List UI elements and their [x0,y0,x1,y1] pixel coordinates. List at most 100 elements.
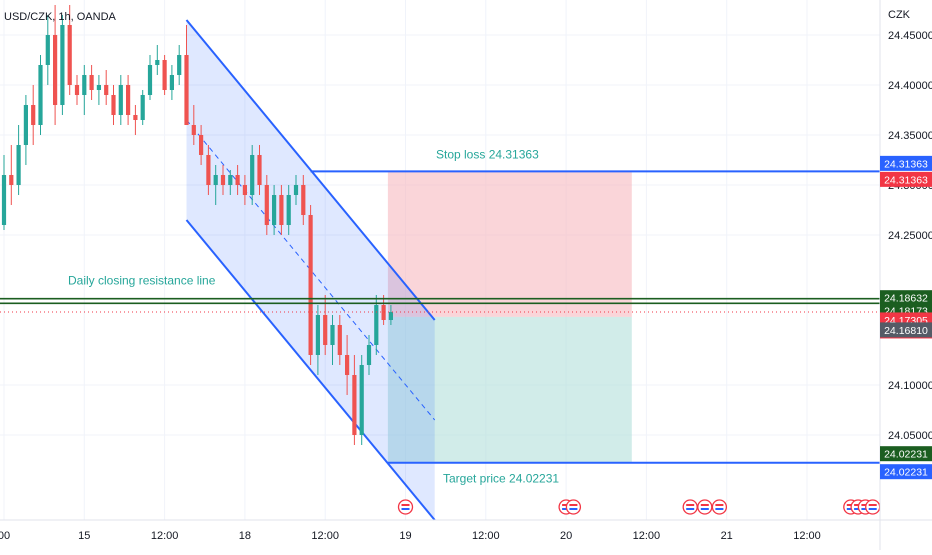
candle-body [31,105,36,125]
price-badge: 24.31363 [880,171,932,187]
price-badge-bg [880,446,932,462]
candle-body [293,185,299,195]
candle-body [162,60,167,90]
candle-body [228,175,233,185]
flag-icon-stripe [569,508,578,510]
candle-body [67,25,72,85]
candle-body [359,365,364,435]
candle [9,145,14,205]
flag-icon-stripe [401,508,410,510]
time-tick-label: 15 [78,530,90,542]
flag-icon-stripe [700,508,709,510]
time-tick-label: 12:00 [472,530,500,542]
price-badge: 24.02231 [880,464,932,480]
candle [286,185,291,235]
price-tick-label: 24.35000 [888,130,932,142]
candle [177,45,182,85]
candle [60,15,65,115]
price-badge-value: 24.31363 [884,174,928,186]
stop-loss-zone [387,171,632,317]
candle-body [337,325,342,355]
price-badge: 24.18632 [880,290,932,306]
candle [191,105,196,145]
candle [155,45,160,75]
candles [1,5,393,445]
candle-body [308,215,313,355]
channel-upper-line [185,19,436,321]
price-tick-label: 24.40000 [888,80,932,92]
candle-body [191,125,196,135]
channel-lower-line [185,219,436,521]
candle-body [23,105,28,145]
price-badge-value: 24.31363 [884,158,928,170]
resistance-label: Daily closing resistance line [68,274,216,288]
candle [330,315,335,365]
price-tick-label: 24.05000 [888,430,932,442]
time-tick-label: 12:00 [151,530,179,542]
candle [366,335,372,375]
time-tick-label: 12:00 [311,530,339,542]
candle-body [199,135,204,155]
candle-body [9,175,14,185]
candle [184,25,189,125]
time-axis[interactable]: 00 15 12:00 18 12:00 19 12:00 20 12:00 21 12:00 [0,519,932,542]
candle-body [1,175,7,225]
candle-body [118,85,123,115]
candle-body [286,195,291,225]
candle [264,175,269,235]
candle [359,355,364,445]
candle [67,5,72,95]
candle-body [330,325,335,345]
candle [111,85,116,125]
target-zone [387,316,632,463]
candle [133,105,138,135]
candle [228,170,233,195]
price-tick-label: 24.10000 [888,380,932,392]
candle-body [264,185,269,225]
candle-body [38,65,43,125]
candle-body [155,60,160,65]
time-tick-label: 18 [239,530,251,542]
candle-body [96,85,101,90]
symbol-label[interactable]: USD/CZK, 1h, OANDA [4,11,117,23]
price-axis[interactable]: 24.4500024.4000024.3500024.3000024.25000… [879,0,932,550]
currency-label: CZK [888,9,911,21]
candle [96,75,101,105]
candle [388,305,393,325]
candle-body [133,115,138,120]
candle [257,145,262,195]
annotation-labels: Daily closing resistance line Stop loss 2… [68,147,559,485]
candle-body [126,85,131,115]
flag-icon-stripe [715,508,724,510]
flag-icon [697,499,713,515]
candle [206,145,211,195]
candle [250,145,255,205]
candle [374,295,379,355]
flag-icon-ring [865,499,881,515]
price-badge-bg [880,155,932,171]
candle-body [352,375,357,435]
candle-body [388,312,393,320]
candle-body [104,85,109,95]
flag-icon-ring [397,499,414,515]
candle [323,295,328,355]
time-tick-label: 00 [0,530,10,542]
candle [315,305,320,375]
candle-body [272,195,277,225]
stop-loss-label: Stop loss 24.31363 [436,147,539,161]
candle [235,165,240,195]
price-badge-value: 24.16810 [884,325,928,337]
flag-icon-stripe [569,504,578,506]
price-badge-value: 24.02231 [884,467,928,479]
flag-icon-stripe [686,508,695,510]
flag-icon [865,499,881,515]
time-tick-label: 19 [399,530,411,542]
candle [345,335,350,395]
candle-body [242,185,247,195]
candle-body [257,155,262,185]
candle-body [74,85,80,95]
candle-body [381,305,386,320]
price-badge-bg [880,171,932,187]
